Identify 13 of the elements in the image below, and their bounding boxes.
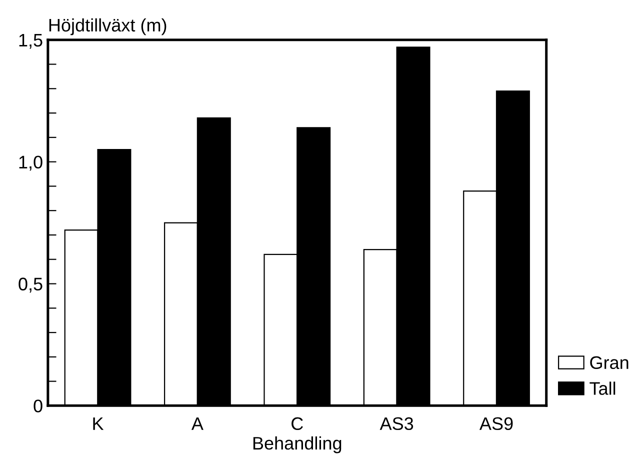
- legend-label: Gran: [590, 356, 628, 370]
- y-tick-label: 0: [34, 400, 42, 412]
- x-tick-label: C: [292, 417, 303, 430]
- y-axis-title: Höjdtillväxt (m): [49, 18, 166, 36]
- x-tick-label: A: [191, 417, 204, 430]
- legend-label: Tall: [590, 382, 616, 395]
- y-tick-label: 1,0: [19, 156, 42, 171]
- x-tick-label: K: [93, 417, 104, 430]
- x-axis-title: Behandling: [253, 436, 342, 454]
- x-tick-label: AS9: [479, 417, 513, 430]
- y-tick-label: 1,5: [19, 34, 42, 49]
- y-tick-label: 0,5: [18, 278, 42, 293]
- x-tick-label: AS3: [380, 417, 414, 430]
